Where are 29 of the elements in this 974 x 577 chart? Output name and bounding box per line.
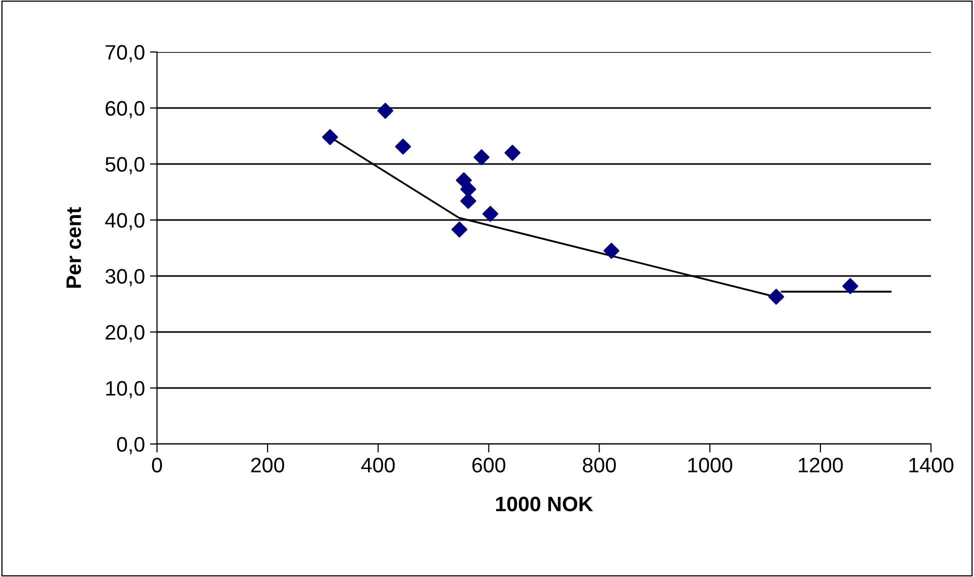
y-tick-label: 10,0 [106,381,144,398]
point [603,242,620,259]
y-tick-label: 0,0 [117,437,144,454]
point [842,278,858,294]
y-tick-label: 60,0 [106,101,144,118]
point [322,129,338,146]
x-tick-label: 200 [251,458,284,472]
y-tick-label: 70,0 [106,45,144,62]
point [768,288,784,305]
point [460,181,476,198]
point [451,222,468,238]
x-tick-label: 800 [582,458,616,472]
point [395,138,411,155]
y-axis-title: Per cent [66,207,82,288]
y-tick-label: 50,0 [105,157,144,174]
x-tick-label: 1000 [688,458,732,472]
y-tick-label: 20,0 [106,325,144,342]
point [482,206,498,222]
point [377,102,394,119]
x-tick-label: 1200 [798,458,843,472]
x-tick-label: 400 [361,458,395,472]
point [474,149,490,166]
x-tick-label: 1400 [909,458,954,472]
y-tick-label: 40,0 [105,213,144,230]
point [504,144,520,161]
x-axis-title: 1000 NOK [496,496,594,512]
y-tick-label: 30,0 [105,269,144,286]
x-tick-label: 0 [152,458,162,472]
x-tick-label: 600 [472,458,506,472]
